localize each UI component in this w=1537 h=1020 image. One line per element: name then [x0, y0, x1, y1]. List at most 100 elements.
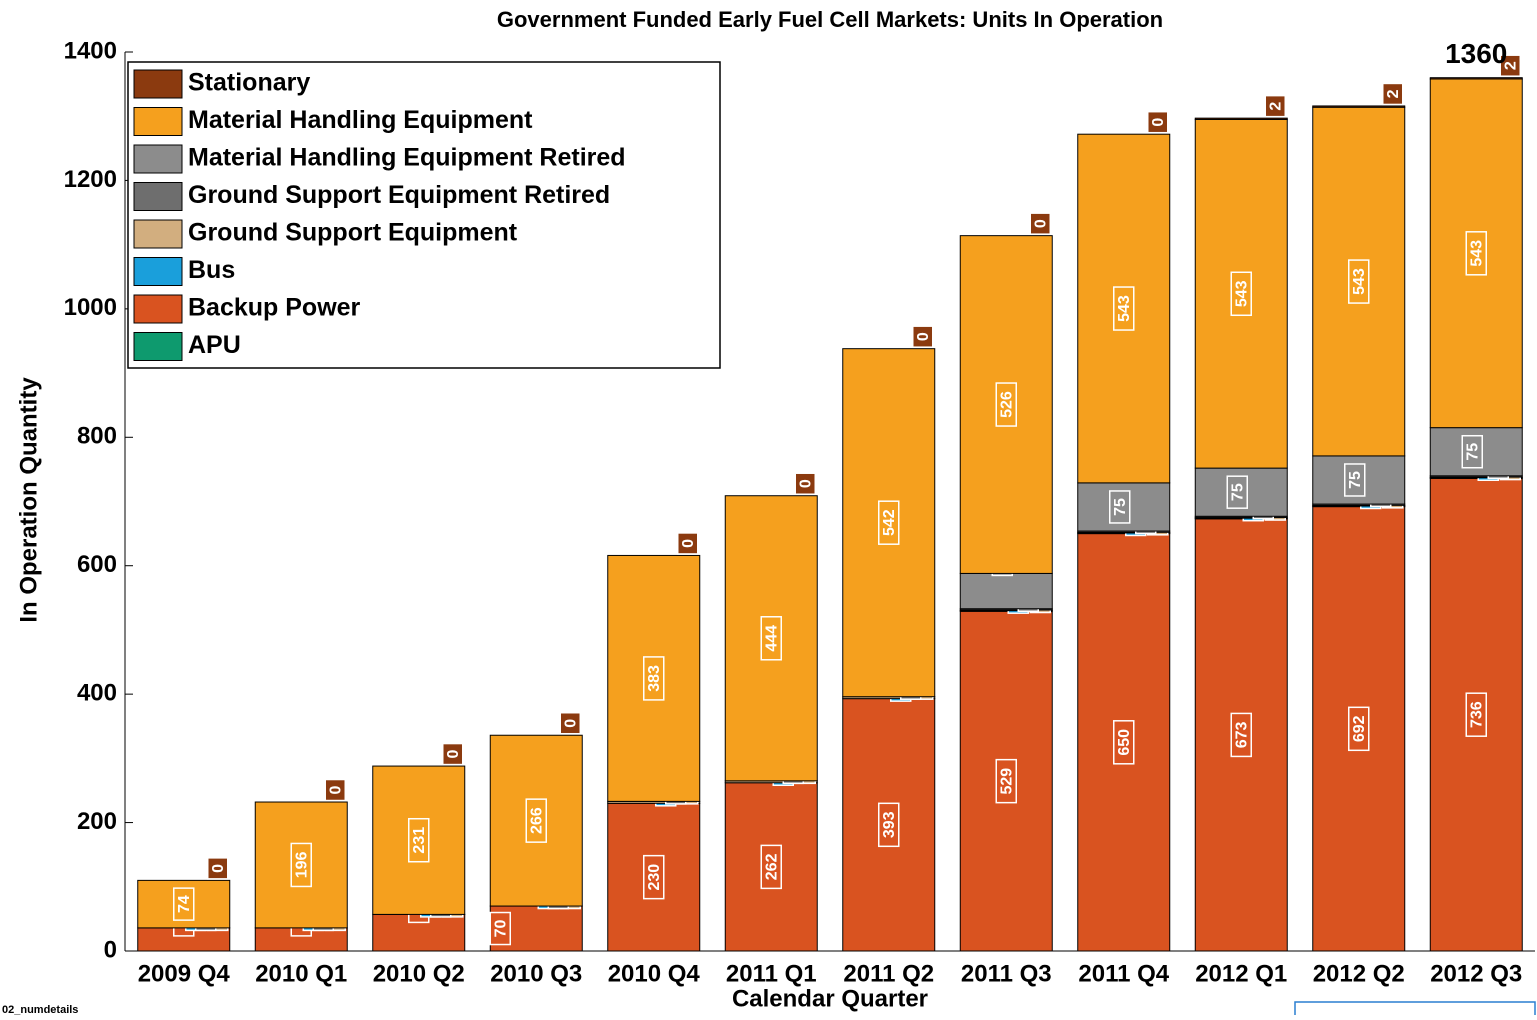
data-label-text: 542 [881, 509, 898, 536]
data-label: 0 [1029, 212, 1051, 235]
data-label: 2 [1264, 94, 1286, 118]
data-label-box [1499, 54, 1521, 77]
chart-title: Government Funded Early Fuel Cell Market… [497, 7, 1163, 32]
data-label: 543 [1465, 231, 1487, 276]
bar-segment [724, 495, 818, 782]
data-label-text: 0 [210, 864, 227, 873]
data-label-box [408, 817, 430, 863]
bar-segment [1429, 77, 1523, 80]
data-label-text: 70 [492, 920, 509, 938]
data-label-text: 543 [1233, 280, 1250, 307]
data-label-box [1113, 286, 1135, 331]
data-label-box [995, 758, 1017, 804]
data-label: 736 [1465, 692, 1487, 737]
data-label-text: 0 [1032, 219, 1049, 228]
data-label-text: 692 [1351, 715, 1368, 742]
data-label-box [1226, 475, 1248, 509]
data-label: 393 [878, 802, 900, 848]
data-label-text: 0 [327, 785, 344, 794]
data-label-text: 230 [646, 864, 663, 891]
x-tick-label: 2010 Q3 [490, 960, 582, 987]
data-label: 529 [995, 758, 1017, 804]
legend-swatch [133, 144, 183, 174]
legend-swatch [133, 332, 183, 361]
data-label: 74 [173, 887, 195, 921]
y-tick-label: 800 [77, 423, 117, 450]
data-label-box [442, 742, 464, 766]
data-label: 650 [1113, 720, 1135, 765]
data-label: 231 [408, 817, 430, 863]
data-label: 0 [1147, 110, 1169, 134]
data-label-box [207, 857, 229, 880]
legend-swatch [133, 182, 183, 211]
x-tick-label: 2012 Q2 [1313, 960, 1405, 987]
data-label-text: 526 [998, 391, 1015, 418]
data-label-box [525, 798, 547, 843]
bar-segment [959, 572, 1053, 610]
x-tick-label: 2012 Q3 [1430, 960, 1522, 987]
x-tick-label: 2011 Q3 [961, 960, 1052, 987]
x-axis-label: Calendar Quarter [732, 985, 928, 1012]
data-label-text: 543 [1116, 295, 1133, 322]
data-label: 75 [1344, 463, 1366, 497]
data-label-box [1465, 692, 1487, 737]
bar-segment [1312, 105, 1406, 108]
data-label-text: 543 [1468, 240, 1485, 267]
data-label: 0 [324, 778, 346, 802]
data-label-text: 736 [1468, 701, 1485, 728]
data-label-text: 650 [1116, 729, 1133, 756]
legend-swatch [133, 294, 183, 324]
data-label-box [1465, 231, 1487, 276]
data-label-box [1348, 706, 1370, 752]
x-tick-label: 2010 Q2 [373, 960, 465, 987]
data-label-text: 0 [445, 750, 462, 759]
data-label: 75 [1461, 434, 1483, 469]
data-label-box [1461, 434, 1483, 469]
data-label-box [643, 854, 665, 900]
legend-label: Material Handling Equipment Retired [188, 144, 626, 172]
legend-swatch [133, 219, 183, 249]
data-label: 2 [1499, 54, 1521, 77]
data-label-text: 0 [915, 332, 932, 341]
data-label-text: 444 [763, 625, 780, 652]
data-label-box [1348, 259, 1370, 304]
data-label-text: 0 [562, 719, 579, 728]
y-tick-label: 400 [77, 679, 117, 706]
data-label-box [878, 500, 900, 545]
data-label-text: 2 [1267, 102, 1284, 111]
data-label-text: 262 [763, 853, 780, 880]
legend-swatch [133, 69, 183, 99]
y-tick-label: 0 [104, 936, 117, 963]
data-label-box [1344, 463, 1366, 497]
legend-label: Stationary [188, 69, 310, 97]
data-label-text: 74 [176, 895, 193, 913]
x-tick-label: 2011 Q2 [843, 960, 934, 987]
x-tick-label: 2010 Q4 [608, 960, 701, 987]
data-label-box [912, 325, 934, 348]
data-label: 673 [1230, 712, 1252, 758]
x-tick-label: 2012 Q1 [1195, 960, 1287, 987]
data-label: 383 [643, 656, 665, 701]
data-label-text: 2 [1385, 89, 1402, 98]
data-label-text: 75 [1112, 498, 1129, 516]
data-label-box [489, 911, 511, 946]
data-label: 0 [794, 472, 816, 495]
data-label-text: 673 [1233, 721, 1250, 748]
legend-label: Material Handling Equipment [188, 106, 533, 134]
data-label-box [1264, 94, 1286, 118]
data-label: 0 [207, 857, 229, 880]
x-tick-label: 2011 Q1 [726, 960, 817, 987]
annotation: 1360 [1445, 38, 1507, 69]
data-label-text: 0 [797, 479, 814, 488]
data-label-text: 75 [1464, 443, 1481, 461]
data-label-box [878, 802, 900, 848]
data-label-text: 393 [881, 811, 898, 838]
data-label-text: 196 [293, 852, 310, 879]
data-label: 2 [1382, 82, 1404, 106]
data-label-box [1230, 712, 1252, 758]
y-tick-label: 1400 [64, 37, 117, 64]
data-label: 75 [1226, 475, 1248, 509]
bar-segment [842, 698, 936, 952]
data-label: 543 [1230, 271, 1252, 317]
